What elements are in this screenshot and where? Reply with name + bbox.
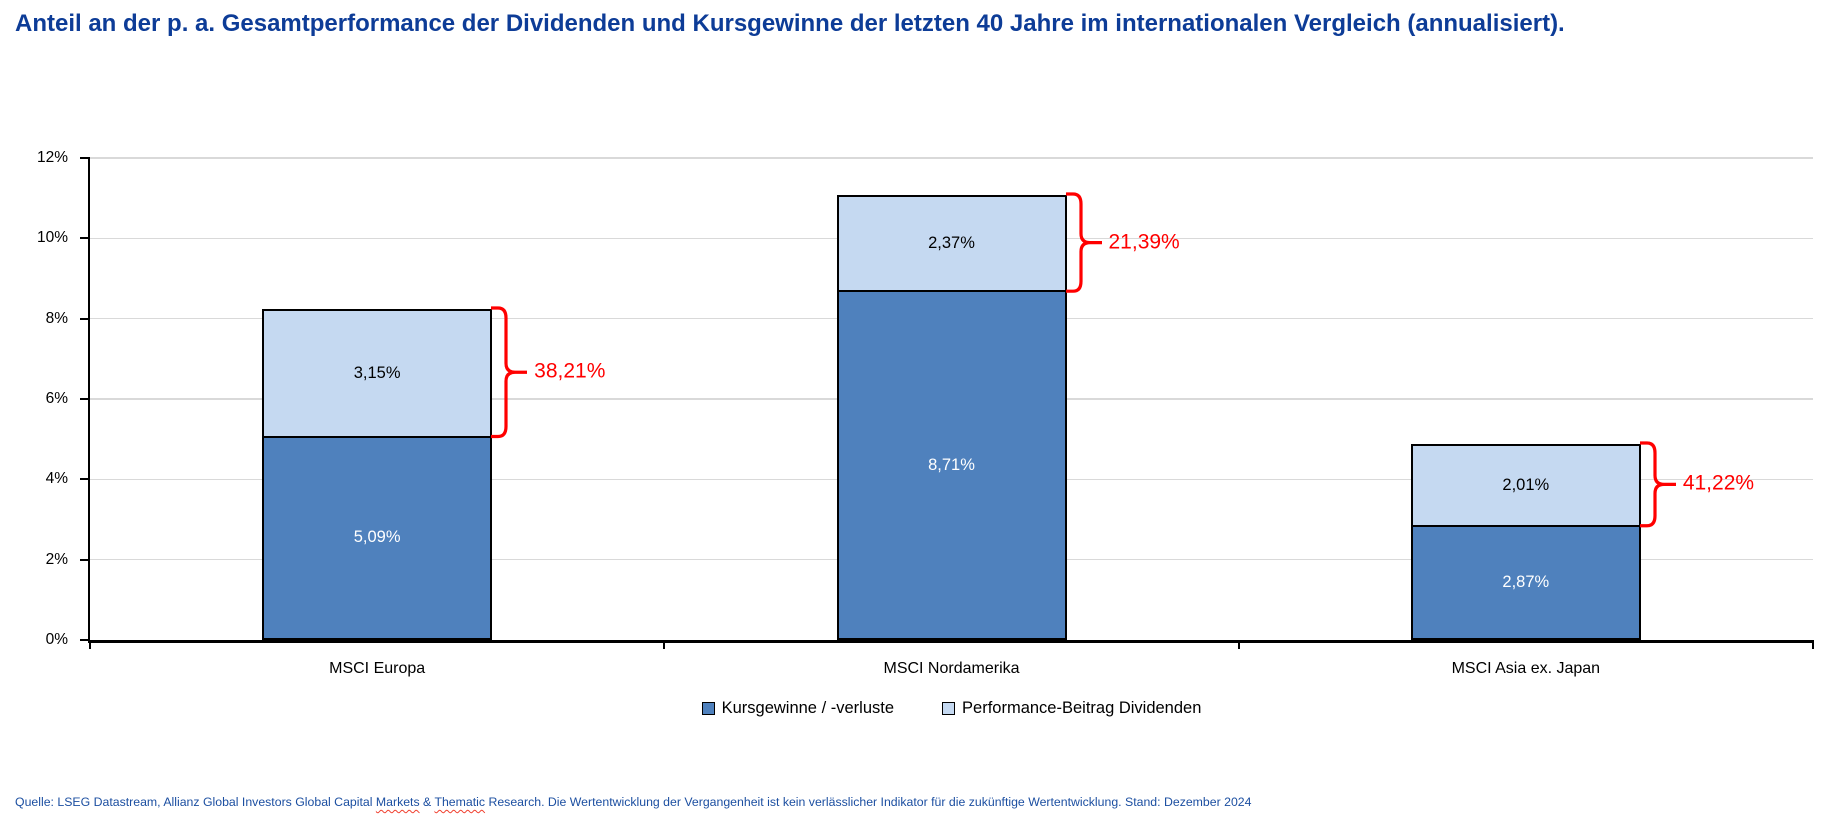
source-text-markets: Markets xyxy=(375,795,420,809)
legend-swatch xyxy=(942,702,956,715)
legend-item-dividenden: Performance-Beitrag Dividenden xyxy=(942,699,1201,718)
bar-segment-kursgewinne: 5,09% xyxy=(262,435,493,640)
x-axis-category-label: MSCI Europa xyxy=(329,660,426,677)
y-axis-tick xyxy=(80,237,90,240)
annotation-brace xyxy=(491,306,528,439)
bar-value-label: 8,71% xyxy=(928,455,975,474)
y-axis-tick xyxy=(80,317,90,320)
legend-item-kursgewinne: Kursgewinne / -verluste xyxy=(701,699,895,718)
legend-label: Kursgewinne / -verluste xyxy=(721,699,895,717)
annotation-brace xyxy=(1065,192,1102,293)
x-axis-tick xyxy=(1237,643,1240,649)
y-axis-tick-label: 4% xyxy=(45,470,68,488)
bar-value-label: 2,87% xyxy=(1502,572,1550,591)
legend-swatch xyxy=(701,702,715,715)
plot-area: 0% 2% 4% 6% 8% 10% 12% 5,09% 3,15% MSCI Europa 38,… xyxy=(37,149,1814,677)
x-axis-tick xyxy=(1812,643,1814,649)
y-axis-tick-label: 10% xyxy=(36,229,68,247)
bar-segment-kursgewinne: 2,87% xyxy=(1410,524,1641,640)
y-axis-line xyxy=(87,157,90,643)
annotation-label: 21,39% xyxy=(1108,230,1180,254)
bar-segment-dividenden: 2,01% xyxy=(1410,443,1641,525)
y-axis-tick xyxy=(80,398,90,400)
bar-value-label: 5,09% xyxy=(353,528,401,547)
bar-value-label: 3,15% xyxy=(353,363,401,382)
y-axis-tick xyxy=(80,157,90,159)
y-axis-tick-label: 2% xyxy=(45,550,68,568)
source-text-amp: & xyxy=(419,795,435,809)
source-text-rest: Research. Die Wertentwicklung der Vergan… xyxy=(485,795,1252,809)
bar-segment-dividenden: 3,15% xyxy=(262,309,493,436)
x-axis-line xyxy=(87,640,1814,643)
x-axis-tick xyxy=(663,643,666,649)
gridline xyxy=(90,157,1813,159)
y-axis-tick-label: 12% xyxy=(36,149,68,166)
bar-value-label: 2,01% xyxy=(1502,475,1550,494)
legend-label: Performance-Beitrag Dividenden xyxy=(962,699,1202,717)
bar-segment-dividenden: 2,37% xyxy=(836,194,1067,291)
bar-value-label: 2,37% xyxy=(928,234,975,253)
y-axis-tick-label: 6% xyxy=(45,390,68,407)
chart-title: Anteil an der p. a. Gesamtperformance de… xyxy=(15,10,1565,37)
source-text: Quelle: LSEG Datastream, Allianz Global … xyxy=(15,795,376,809)
legend: Kursgewinne / -verluste Performance-Beitr… xyxy=(90,699,1813,718)
annotation-label: 41,22% xyxy=(1682,471,1755,495)
y-axis-tick-label: 0% xyxy=(45,631,68,648)
x-axis-category-label: MSCI Nordamerika xyxy=(883,660,1020,677)
x-axis-tick xyxy=(89,643,91,649)
y-axis-tick xyxy=(80,558,90,561)
bar-segment-kursgewinne: 8,71% xyxy=(836,290,1067,640)
y-axis-tick xyxy=(80,639,90,641)
y-axis-tick xyxy=(80,478,90,481)
source-text-thematic: Thematic xyxy=(434,795,486,809)
y-axis-tick-label: 8% xyxy=(45,309,68,327)
x-axis-category-label: MSCI Asia ex. Japan xyxy=(1451,660,1601,677)
source-note: Quelle: LSEG Datastream, Allianz Global … xyxy=(15,795,1805,809)
annotation-label: 38,21% xyxy=(534,359,606,383)
annotation-brace xyxy=(1639,441,1676,528)
